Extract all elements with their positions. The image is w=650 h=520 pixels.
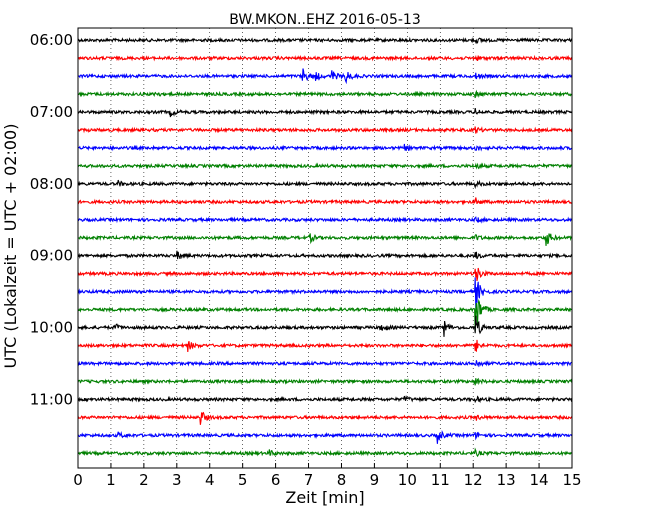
trace-0945 bbox=[77, 298, 573, 332]
trace-0845 bbox=[77, 233, 572, 246]
trace-0700 bbox=[77, 108, 573, 118]
x-axis-label: Zeit [min] bbox=[285, 488, 364, 507]
trace-0615 bbox=[77, 54, 573, 62]
y-axis-ticks: 06:00 07:00 08:00 09:00 10:00 11:00 bbox=[30, 31, 83, 408]
y-tick-label: 09:00 bbox=[30, 247, 73, 265]
x-tick-label: 12 bbox=[464, 471, 483, 489]
x-tick-label: 13 bbox=[497, 471, 516, 489]
x-tick-label: 9 bbox=[370, 471, 380, 489]
trace-1115 bbox=[77, 411, 573, 425]
chart-title: BW.MKON..EHZ 2016-05-13 bbox=[229, 12, 420, 28]
trace-1100 bbox=[77, 394, 573, 404]
trace-1015 bbox=[77, 339, 573, 352]
x-tick-label: 6 bbox=[271, 471, 281, 489]
trace-1000 bbox=[77, 315, 573, 337]
x-tick-label: 11 bbox=[431, 471, 450, 489]
y-tick-label: 08:00 bbox=[30, 175, 73, 193]
trace-0600 bbox=[77, 36, 573, 45]
x-tick-label: 0 bbox=[73, 471, 83, 489]
trace-0630 bbox=[77, 68, 573, 85]
x-tick-label: 5 bbox=[238, 471, 248, 489]
trace-0900 bbox=[77, 250, 573, 260]
trace-1045 bbox=[77, 377, 573, 386]
x-tick-label: 1 bbox=[106, 471, 116, 489]
trace-0815 bbox=[77, 197, 572, 206]
trace-0745 bbox=[77, 162, 573, 170]
y-tick-label: 06:00 bbox=[30, 31, 73, 49]
trace-0645 bbox=[77, 89, 573, 99]
x-tick-label: 2 bbox=[139, 471, 149, 489]
x-tick-label: 15 bbox=[562, 471, 581, 489]
plot-frame bbox=[77, 27, 573, 469]
trace-0730 bbox=[77, 143, 572, 152]
trace-0715 bbox=[77, 126, 573, 134]
trace-0800 bbox=[77, 179, 572, 190]
trace-1130 bbox=[77, 429, 573, 444]
x-tick-label: 10 bbox=[398, 471, 417, 489]
trace-0830 bbox=[77, 216, 573, 224]
trace-lines bbox=[77, 36, 573, 458]
trace-0930 bbox=[77, 277, 573, 309]
y-axis-label: UTC (Lokalzeit = UTC + 02:00) bbox=[1, 124, 20, 369]
trace-1145 bbox=[77, 447, 572, 458]
trace-0915 bbox=[77, 267, 573, 282]
x-tick-label: 3 bbox=[172, 471, 182, 489]
x-tick-label: 7 bbox=[304, 471, 314, 489]
trace-1030 bbox=[77, 360, 572, 368]
x-tick-label: 14 bbox=[530, 471, 549, 489]
x-tick-label: 4 bbox=[205, 471, 215, 489]
x-axis-ticks: 0 1 2 3 4 5 6 7 8 9 10 11 12 13 14 15 bbox=[73, 463, 582, 489]
y-tick-label: 11:00 bbox=[30, 390, 73, 408]
x-tick-label: 8 bbox=[337, 471, 347, 489]
y-tick-label: 10:00 bbox=[30, 319, 73, 337]
y-tick-label: 07:00 bbox=[30, 103, 73, 121]
vertical-grid bbox=[110, 28, 540, 468]
